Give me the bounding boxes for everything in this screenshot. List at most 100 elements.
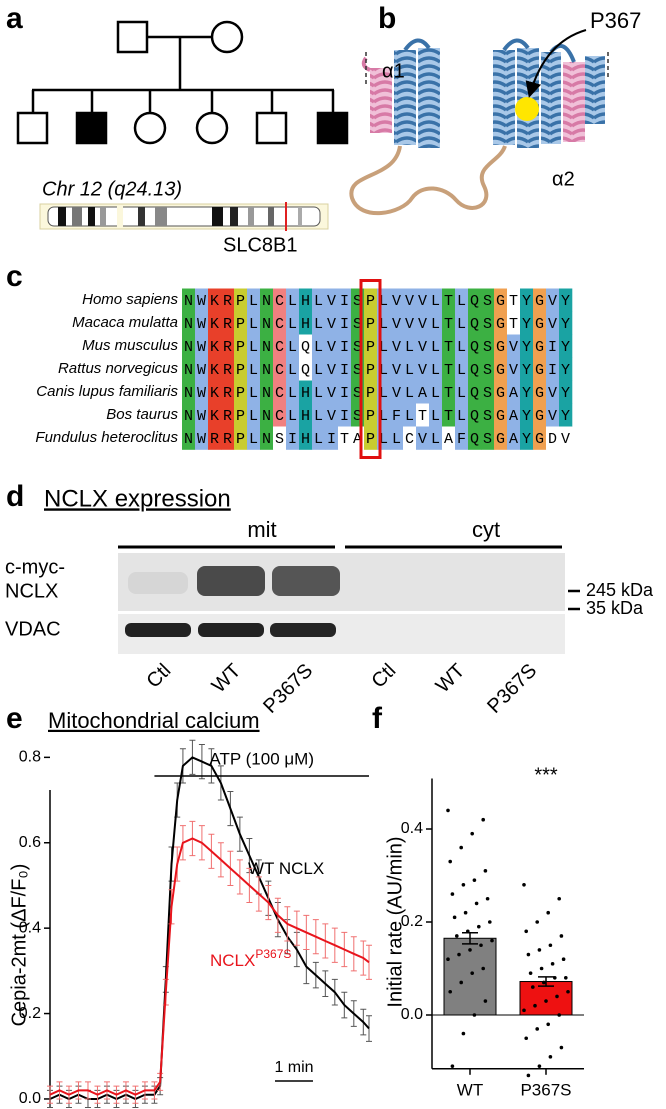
residue-cell	[559, 311, 573, 335]
residue-cell	[247, 357, 261, 381]
residue-cell	[416, 334, 430, 358]
band	[88, 207, 95, 226]
residue-cell	[481, 311, 495, 335]
residue-cell	[546, 334, 560, 358]
y-axis-label: Cepia-2mt (ΔF/F₀)	[8, 864, 30, 1027]
lane-label: WT	[432, 660, 470, 698]
residue-cell	[520, 426, 534, 450]
chromosome-label: Chr 12 (q24.13)	[42, 178, 182, 200]
data-point	[546, 910, 550, 915]
band	[212, 207, 223, 226]
residue-cell	[403, 334, 417, 358]
residue-cell	[507, 380, 521, 404]
residue-cell	[221, 288, 235, 312]
residue-cell	[507, 334, 521, 358]
residue-cell	[273, 311, 287, 335]
residue-cell	[286, 311, 300, 335]
data-point	[537, 948, 542, 952]
residue-cell	[234, 334, 248, 358]
panel-label: b	[378, 2, 396, 35]
species-name: Macaca mulatta	[72, 314, 178, 331]
residue-cell	[481, 426, 495, 450]
residue-cell	[390, 334, 404, 358]
band	[197, 566, 265, 596]
data-point	[448, 989, 453, 994]
residue-cell	[520, 403, 534, 427]
residue-cell	[546, 311, 560, 335]
residue-cell	[507, 403, 521, 427]
lane-label: P367S	[259, 660, 317, 718]
series-label: WT NCLX	[248, 859, 324, 878]
data-point	[528, 971, 533, 975]
residue-cell	[533, 403, 547, 427]
marker-label: 35 kDa	[586, 598, 644, 618]
residue-cell	[247, 426, 261, 450]
residue-cell	[312, 334, 326, 358]
residue-cell	[260, 334, 274, 358]
band	[125, 623, 191, 637]
residue-cell	[221, 403, 235, 427]
data-point	[531, 985, 535, 989]
band	[198, 623, 264, 637]
x-tick-label: P367S	[520, 1080, 571, 1099]
residue-cell	[338, 288, 352, 312]
data-point	[542, 980, 546, 985]
residue-cell	[455, 403, 469, 427]
residue-cell	[481, 334, 495, 358]
residue-cell	[468, 288, 482, 312]
band	[155, 207, 167, 226]
lane-label: Ctl	[367, 660, 400, 693]
data-point	[457, 952, 461, 957]
residue-cell	[260, 288, 274, 312]
residue-cell	[481, 380, 495, 404]
residue-cell	[312, 403, 326, 427]
residue-cell	[338, 426, 352, 450]
residue-cell	[455, 357, 469, 381]
residue-cell	[416, 426, 430, 450]
residue-cell	[390, 426, 404, 450]
residue-cell	[455, 334, 469, 358]
data-point	[535, 1027, 539, 1031]
residue-cell	[468, 357, 482, 381]
data-point	[557, 1013, 561, 1017]
panel-label: e	[6, 702, 23, 735]
helix-label: α2	[552, 168, 575, 190]
sequence: NWKRPLNCLHLVISPLVVVLTLQSGTYGVY	[184, 316, 574, 333]
trace	[49, 837, 370, 1096]
residue-cell	[494, 357, 508, 381]
data-point	[472, 1013, 477, 1017]
residue-cell	[494, 426, 508, 450]
residue-cell	[260, 357, 274, 381]
residue-cell	[208, 334, 222, 358]
data-point	[461, 883, 466, 887]
residue-cell	[195, 334, 209, 358]
male	[116, 20, 149, 54]
y-tick-label: 0.8	[19, 749, 41, 766]
residue-cell	[442, 426, 456, 450]
residue-cell	[208, 288, 222, 312]
affected-male	[316, 111, 349, 145]
group-label: cyt	[472, 517, 500, 542]
significance: ***	[534, 764, 558, 786]
residue-cell	[299, 380, 313, 404]
residue-cell	[273, 426, 287, 450]
residue-cell	[416, 288, 430, 312]
residue-cell	[520, 288, 534, 312]
data-point	[470, 831, 475, 836]
band	[230, 207, 238, 226]
row-label: VDAC	[5, 618, 61, 640]
data-point	[448, 859, 453, 864]
highlight-box	[359, 279, 382, 459]
residue-cell	[325, 380, 339, 404]
residue-cell	[429, 311, 443, 335]
residue-cell	[546, 426, 560, 450]
band	[138, 207, 145, 226]
residue-cell	[364, 357, 378, 381]
data-point	[459, 845, 464, 850]
residue-cell	[208, 357, 222, 381]
y-tick-label: 0.2	[19, 1005, 41, 1022]
y-tick-label: 0.4	[401, 820, 423, 837]
residue-cell	[338, 357, 352, 381]
residue-cell	[494, 380, 508, 404]
residue-cell	[286, 357, 300, 381]
